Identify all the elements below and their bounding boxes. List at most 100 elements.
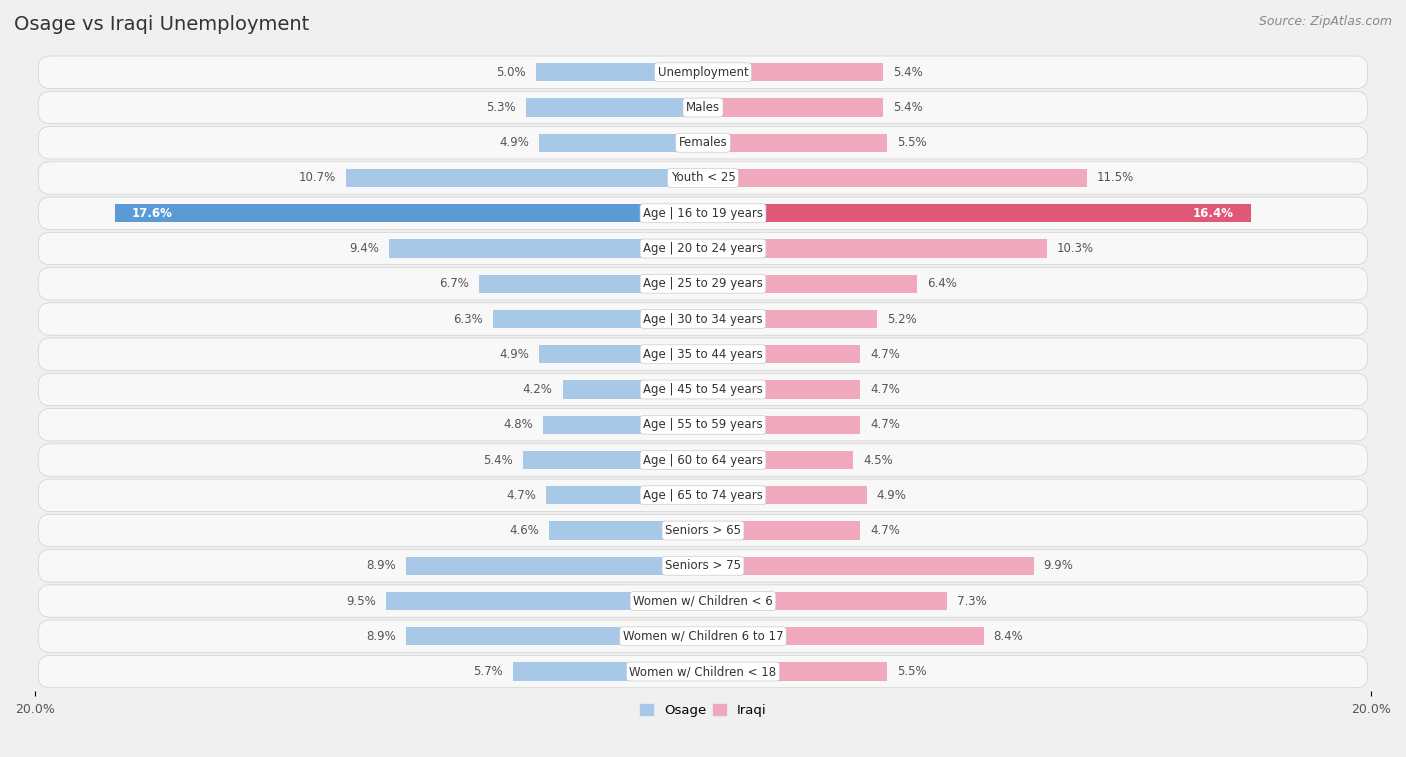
Text: 16.4%: 16.4% xyxy=(1194,207,1234,220)
Text: 8.9%: 8.9% xyxy=(366,630,395,643)
FancyBboxPatch shape xyxy=(38,126,1368,159)
Text: Age | 16 to 19 years: Age | 16 to 19 years xyxy=(643,207,763,220)
FancyBboxPatch shape xyxy=(38,444,1368,476)
Text: 4.6%: 4.6% xyxy=(509,524,540,537)
Bar xyxy=(703,310,877,329)
Bar xyxy=(703,275,917,293)
Bar xyxy=(406,556,703,575)
FancyBboxPatch shape xyxy=(38,656,1368,688)
Bar xyxy=(523,451,703,469)
FancyBboxPatch shape xyxy=(38,373,1368,406)
Bar xyxy=(540,345,703,363)
Text: 8.9%: 8.9% xyxy=(366,559,395,572)
FancyBboxPatch shape xyxy=(38,514,1368,547)
Bar xyxy=(389,239,703,257)
Text: 9.9%: 9.9% xyxy=(1043,559,1074,572)
Bar xyxy=(703,169,1087,187)
Text: 4.2%: 4.2% xyxy=(523,383,553,396)
Text: 9.4%: 9.4% xyxy=(349,242,380,255)
Text: Unemployment: Unemployment xyxy=(658,66,748,79)
Text: Age | 20 to 24 years: Age | 20 to 24 years xyxy=(643,242,763,255)
Bar xyxy=(406,627,703,646)
Text: Males: Males xyxy=(686,101,720,114)
FancyBboxPatch shape xyxy=(38,585,1368,617)
FancyBboxPatch shape xyxy=(38,338,1368,370)
FancyBboxPatch shape xyxy=(38,550,1368,582)
Text: 11.5%: 11.5% xyxy=(1097,172,1135,185)
Text: Source: ZipAtlas.com: Source: ZipAtlas.com xyxy=(1258,15,1392,28)
Text: 10.7%: 10.7% xyxy=(298,172,336,185)
Bar xyxy=(540,133,703,152)
Bar xyxy=(703,627,984,646)
Bar xyxy=(703,239,1047,257)
Text: 5.3%: 5.3% xyxy=(486,101,516,114)
FancyBboxPatch shape xyxy=(38,162,1368,195)
Text: Youth < 25: Youth < 25 xyxy=(671,172,735,185)
Bar xyxy=(543,416,703,434)
Bar xyxy=(346,169,703,187)
Legend: Osage, Iraqi: Osage, Iraqi xyxy=(634,699,772,723)
Bar xyxy=(703,486,866,504)
Text: 5.5%: 5.5% xyxy=(897,136,927,149)
Bar xyxy=(703,592,946,610)
Text: 4.7%: 4.7% xyxy=(506,489,536,502)
Bar xyxy=(703,556,1033,575)
Text: Age | 45 to 54 years: Age | 45 to 54 years xyxy=(643,383,763,396)
Bar xyxy=(492,310,703,329)
Bar xyxy=(703,662,887,681)
FancyBboxPatch shape xyxy=(38,56,1368,89)
Text: 7.3%: 7.3% xyxy=(957,594,987,608)
Text: 4.5%: 4.5% xyxy=(863,453,893,466)
Bar xyxy=(703,380,860,399)
Bar xyxy=(385,592,703,610)
FancyBboxPatch shape xyxy=(38,479,1368,512)
FancyBboxPatch shape xyxy=(38,303,1368,335)
Text: 5.4%: 5.4% xyxy=(893,101,924,114)
Text: Age | 25 to 29 years: Age | 25 to 29 years xyxy=(643,277,763,290)
Text: Women w/ Children < 6: Women w/ Children < 6 xyxy=(633,594,773,608)
Text: Age | 35 to 44 years: Age | 35 to 44 years xyxy=(643,347,763,361)
FancyBboxPatch shape xyxy=(38,92,1368,123)
Text: 4.9%: 4.9% xyxy=(877,489,907,502)
Bar xyxy=(513,662,703,681)
Text: Age | 55 to 59 years: Age | 55 to 59 years xyxy=(643,419,763,431)
Bar xyxy=(703,204,1251,223)
Text: 5.7%: 5.7% xyxy=(472,665,502,678)
Text: 10.3%: 10.3% xyxy=(1057,242,1094,255)
Text: 4.7%: 4.7% xyxy=(870,347,900,361)
FancyBboxPatch shape xyxy=(38,197,1368,229)
Text: Osage vs Iraqi Unemployment: Osage vs Iraqi Unemployment xyxy=(14,15,309,34)
Text: Women w/ Children < 18: Women w/ Children < 18 xyxy=(630,665,776,678)
Text: 5.0%: 5.0% xyxy=(496,66,526,79)
Text: 5.5%: 5.5% xyxy=(897,665,927,678)
Text: 4.7%: 4.7% xyxy=(870,383,900,396)
Bar xyxy=(703,416,860,434)
Text: Age | 65 to 74 years: Age | 65 to 74 years xyxy=(643,489,763,502)
Text: 5.4%: 5.4% xyxy=(893,66,924,79)
Text: 4.9%: 4.9% xyxy=(499,136,529,149)
Bar xyxy=(703,63,883,82)
Bar xyxy=(115,204,703,223)
FancyBboxPatch shape xyxy=(38,267,1368,300)
Bar xyxy=(546,486,703,504)
Text: 4.8%: 4.8% xyxy=(503,419,533,431)
Bar xyxy=(550,522,703,540)
Text: 5.2%: 5.2% xyxy=(887,313,917,326)
Bar xyxy=(536,63,703,82)
Bar xyxy=(562,380,703,399)
Text: Females: Females xyxy=(679,136,727,149)
Text: Seniors > 65: Seniors > 65 xyxy=(665,524,741,537)
Text: 4.7%: 4.7% xyxy=(870,524,900,537)
FancyBboxPatch shape xyxy=(38,232,1368,265)
Text: Women w/ Children 6 to 17: Women w/ Children 6 to 17 xyxy=(623,630,783,643)
Text: 4.9%: 4.9% xyxy=(499,347,529,361)
Text: Age | 30 to 34 years: Age | 30 to 34 years xyxy=(643,313,763,326)
Bar xyxy=(479,275,703,293)
FancyBboxPatch shape xyxy=(38,409,1368,441)
Bar xyxy=(703,451,853,469)
Text: Age | 60 to 64 years: Age | 60 to 64 years xyxy=(643,453,763,466)
Text: 6.4%: 6.4% xyxy=(927,277,956,290)
Text: 6.3%: 6.3% xyxy=(453,313,482,326)
Bar xyxy=(703,133,887,152)
FancyBboxPatch shape xyxy=(38,620,1368,653)
